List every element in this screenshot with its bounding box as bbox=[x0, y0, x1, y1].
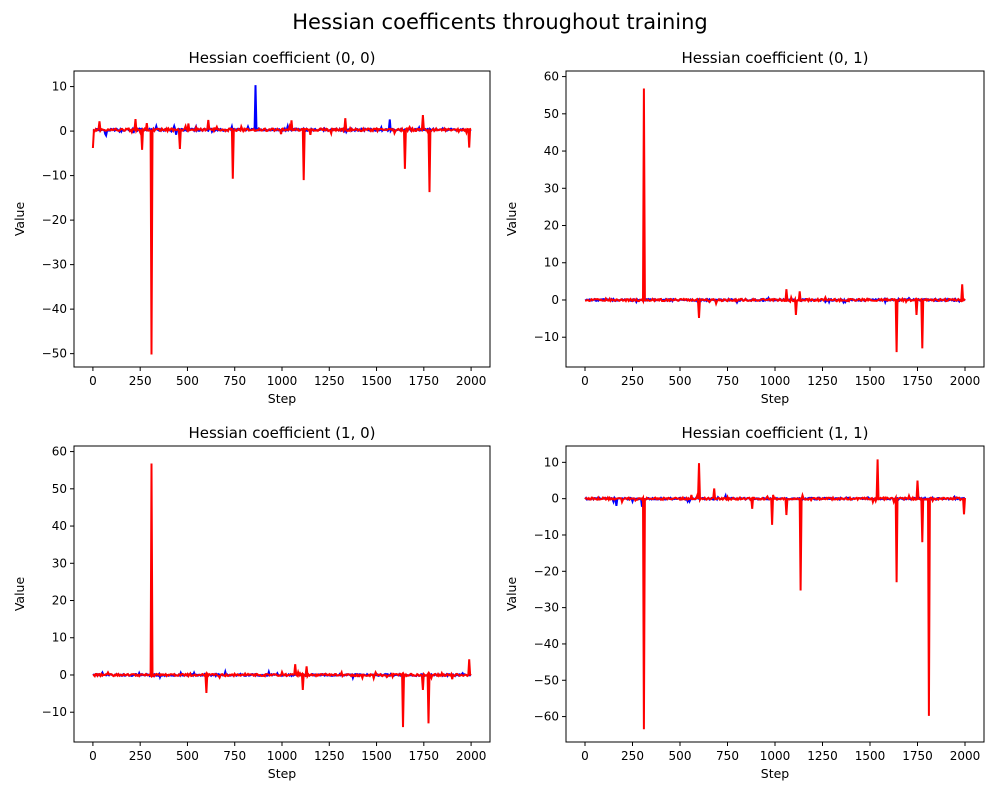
series-line-1 bbox=[91, 115, 472, 355]
x-axis-label: Step bbox=[761, 766, 790, 781]
plot-frame bbox=[565, 445, 985, 743]
subplot-1: 0 250 500 750 1000 1250 1500 1750 2000 60 50 40 30 20… bbox=[504, 49, 985, 406]
x-tick-label: 1500 bbox=[855, 749, 886, 763]
y-tick-label: −20 bbox=[42, 213, 67, 227]
x-tick-label: 0 bbox=[89, 749, 97, 763]
x-tick-label: 1500 bbox=[855, 374, 886, 388]
x-tick-label: 500 bbox=[176, 749, 199, 763]
y-tick-label: 50 bbox=[544, 107, 559, 121]
y-tick-label: 60 bbox=[544, 70, 559, 84]
subplot-3: 0 250 500 750 1000 1250 1500 1750 2000 10 0 −10 −20 −… bbox=[504, 424, 985, 781]
y-tick-label: 40 bbox=[52, 519, 67, 533]
x-tick-label: 750 bbox=[223, 749, 246, 763]
y-tick-label: 60 bbox=[52, 445, 67, 459]
y-tick-label: 20 bbox=[52, 594, 67, 608]
x-tick-label: 1750 bbox=[409, 749, 440, 763]
x-tick-label: 0 bbox=[581, 749, 589, 763]
x-tick-label: 750 bbox=[223, 374, 246, 388]
subplot-title: Hessian coefficient (0, 1) bbox=[681, 49, 868, 67]
y-tick-label: 0 bbox=[59, 668, 67, 682]
y-tick-label: 30 bbox=[52, 556, 67, 570]
y-tick-label: −50 bbox=[534, 673, 559, 687]
y-tick-label: 0 bbox=[551, 492, 559, 506]
y-axis-label: Value bbox=[504, 577, 519, 612]
y-tick-label: −20 bbox=[534, 564, 559, 578]
y-tick-label: 0 bbox=[551, 293, 559, 307]
y-tick-label: −10 bbox=[534, 330, 559, 344]
y-tick-label: 0 bbox=[59, 124, 67, 138]
y-tick-label: 30 bbox=[544, 181, 559, 195]
y-axis-label: Value bbox=[12, 202, 27, 237]
x-tick-label: 1250 bbox=[807, 374, 838, 388]
x-axis-label: Step bbox=[268, 391, 297, 406]
y-tick-label: 10 bbox=[544, 455, 559, 469]
y-tick-label: 50 bbox=[52, 482, 67, 496]
x-tick-label: 2000 bbox=[950, 749, 981, 763]
x-tick-label: 1250 bbox=[807, 749, 838, 763]
x-tick-label: 0 bbox=[581, 374, 589, 388]
x-tick-label: 1000 bbox=[267, 374, 298, 388]
y-axis-label: Value bbox=[504, 202, 519, 237]
x-tick-label: 0 bbox=[89, 374, 97, 388]
x-tick-label: 250 bbox=[621, 749, 644, 763]
y-axis-label: Value bbox=[12, 577, 27, 612]
x-tick-label: 1000 bbox=[267, 749, 298, 763]
x-tick-label: 750 bbox=[716, 749, 739, 763]
x-tick-label: 1000 bbox=[760, 374, 791, 388]
y-tick-label: 10 bbox=[544, 256, 559, 270]
subplot-0: 0 250 500 750 1000 1250 1500 1750 2000 10 0 −10 −20 −… bbox=[12, 49, 491, 406]
subplot-2: 0 250 500 750 1000 1250 1500 1750 2000 60 50 40 30 20… bbox=[12, 424, 491, 781]
x-tick-label: 1750 bbox=[902, 749, 933, 763]
figure-title: Hessian coefficents throughout training bbox=[292, 10, 708, 34]
y-tick-label: −10 bbox=[42, 705, 67, 719]
x-tick-label: 250 bbox=[129, 749, 152, 763]
x-tick-label: 1500 bbox=[361, 749, 392, 763]
y-tick-label: 10 bbox=[52, 631, 67, 645]
x-tick-label: 2000 bbox=[456, 374, 487, 388]
x-tick-label: 1250 bbox=[314, 374, 345, 388]
x-tick-label: 1500 bbox=[361, 374, 392, 388]
series-line-1 bbox=[584, 459, 966, 730]
subplot-title: Hessian coefficient (1, 0) bbox=[188, 424, 375, 442]
x-axis-label: Step bbox=[268, 766, 297, 781]
series-line-1 bbox=[585, 88, 966, 353]
y-tick-label: 40 bbox=[544, 144, 559, 158]
subplot-title: Hessian coefficient (1, 1) bbox=[681, 424, 868, 442]
plot-frame bbox=[73, 70, 491, 368]
x-axis-label: Step bbox=[761, 391, 790, 406]
x-tick-label: 500 bbox=[176, 374, 199, 388]
x-tick-label: 2000 bbox=[950, 374, 981, 388]
x-tick-label: 1750 bbox=[902, 374, 933, 388]
x-tick-label: 1000 bbox=[760, 749, 791, 763]
x-tick-label: 750 bbox=[716, 374, 739, 388]
x-tick-label: 1750 bbox=[409, 374, 440, 388]
y-tick-label: −30 bbox=[534, 601, 559, 615]
y-tick-label: 20 bbox=[544, 219, 559, 233]
x-tick-label: 1250 bbox=[314, 749, 345, 763]
y-tick-label: 10 bbox=[52, 80, 67, 94]
x-tick-label: 500 bbox=[669, 749, 692, 763]
y-tick-label: −40 bbox=[534, 637, 559, 651]
x-tick-label: 250 bbox=[129, 374, 152, 388]
y-tick-label: −50 bbox=[42, 347, 67, 361]
x-tick-label: 500 bbox=[669, 374, 692, 388]
subplot-title: Hessian coefficient (0, 0) bbox=[188, 49, 375, 67]
y-tick-label: −10 bbox=[42, 169, 67, 183]
x-tick-label: 2000 bbox=[456, 749, 487, 763]
x-tick-label: 250 bbox=[621, 374, 644, 388]
y-tick-label: −10 bbox=[534, 528, 559, 542]
y-tick-label: −60 bbox=[534, 710, 559, 724]
series-line-1 bbox=[92, 463, 472, 728]
y-tick-label: −30 bbox=[42, 258, 67, 272]
y-tick-label: −40 bbox=[42, 302, 67, 316]
